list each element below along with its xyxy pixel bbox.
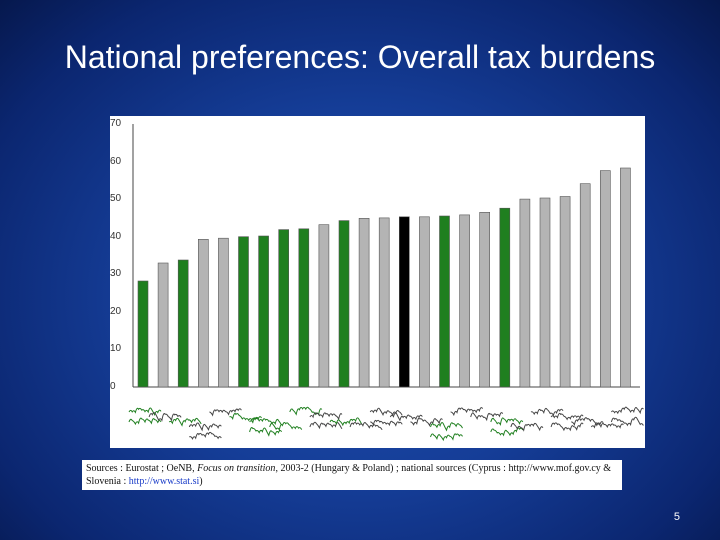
- bar: [620, 167, 631, 388]
- bar: [419, 216, 430, 388]
- x-label-scribble: [269, 422, 303, 432]
- x-label-scribble: [189, 431, 222, 440]
- bar: [439, 215, 450, 388]
- bar: [539, 197, 551, 388]
- x-label-scribble: [610, 406, 644, 415]
- bar: [318, 224, 330, 388]
- x-label-scribble: [410, 417, 443, 427]
- x-label-scribble: [188, 422, 222, 432]
- x-label-scribble: [470, 412, 504, 422]
- x-label-scribble: [530, 407, 564, 417]
- x-label-scribble: [329, 417, 363, 427]
- y-tick-label: 50: [110, 193, 130, 206]
- x-label-scribble: [148, 412, 182, 422]
- bar: [398, 216, 410, 388]
- x-label-scribble: [610, 416, 644, 427]
- bar: [499, 207, 511, 388]
- x-label-scribble: [550, 412, 584, 421]
- x-label-scribble: [309, 421, 343, 430]
- sources-link[interactable]: http://www.stat.si: [128, 476, 200, 487]
- sources-italic: Focus on transition: [197, 463, 276, 474]
- bar: [298, 228, 310, 388]
- bar: [177, 259, 189, 388]
- bar: [238, 236, 249, 388]
- y-tick-label: 60: [110, 155, 130, 168]
- x-label-scribble: [229, 413, 262, 422]
- bar: [258, 235, 269, 388]
- x-label-scribble: [430, 422, 463, 432]
- sources-text-2: , 2003-2 (Hungary & Poland) ; national s…: [86, 463, 612, 487]
- x-label-scribble: [430, 433, 463, 442]
- bar: [559, 196, 571, 388]
- bar: [338, 220, 350, 388]
- y-tick-label: 30: [110, 268, 130, 281]
- sources-text-1: Sources : Eurostat ; OeNB,: [86, 463, 198, 474]
- x-label-scribble: [550, 422, 584, 432]
- x-label-scribble: [209, 408, 242, 417]
- y-tick-label: 70: [110, 118, 130, 130]
- bar: [479, 212, 491, 388]
- bar: [378, 217, 390, 388]
- y-tick-label: 10: [110, 343, 130, 356]
- slide-title: National preferences: Overall tax burden…: [64, 39, 656, 75]
- x-label-scribble: [369, 407, 403, 417]
- x-label-scribble: [349, 422, 383, 431]
- x-label-scribble: [450, 407, 484, 417]
- y-axis-tick-labels: 0 10 20 30 40 50 60 70: [100, 116, 130, 416]
- x-label-scribble: [370, 419, 403, 427]
- bar: [599, 170, 611, 388]
- x-label-scribble: [128, 407, 162, 416]
- sources-text-3: ): [199, 476, 203, 487]
- bars-group: [137, 167, 631, 388]
- bar: [519, 198, 531, 388]
- y-tick-label: 20: [110, 305, 130, 318]
- x-label-scribble: [510, 422, 544, 432]
- bar: [459, 214, 470, 388]
- bar: [157, 262, 169, 388]
- bar: [137, 280, 149, 388]
- y-tick-label: 0: [110, 381, 130, 393]
- bar: [278, 229, 290, 388]
- x-label-scribble: [389, 412, 423, 422]
- page-number: 5: [673, 511, 680, 523]
- x-label-scribble: [128, 417, 162, 426]
- bar: [358, 218, 370, 388]
- sources-note: Sources : Eurostat ; OeNB, Focus on tran…: [82, 460, 622, 490]
- x-axis-labels-illegible: [128, 406, 644, 442]
- bar: [198, 239, 209, 388]
- x-label-scribble: [490, 427, 524, 437]
- x-label-scribble: [590, 422, 624, 429]
- x-label-scribble: [249, 427, 283, 437]
- bar: [579, 183, 591, 388]
- x-label-scribble: [249, 417, 283, 426]
- bar: [218, 237, 229, 388]
- y-tick-label: 40: [110, 230, 130, 243]
- x-label-scribble: [168, 417, 202, 427]
- x-label-scribble: [309, 412, 343, 421]
- x-label-scribble: [490, 417, 524, 427]
